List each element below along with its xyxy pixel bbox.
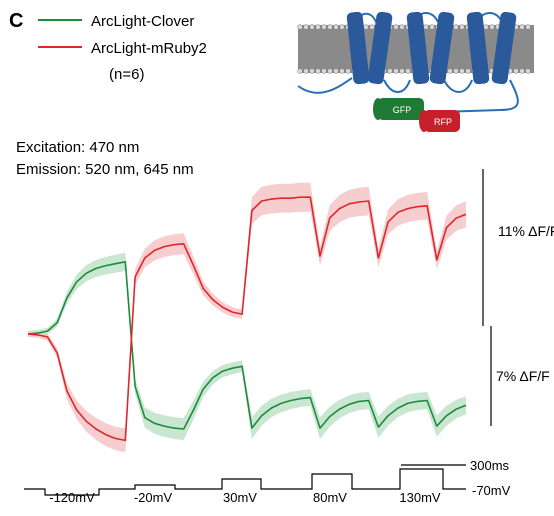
time-scale-label: 300ms <box>470 458 510 473</box>
lipid-head <box>309 68 315 74</box>
lipid-head <box>525 68 531 74</box>
transmembrane-helices <box>346 11 517 85</box>
lipid-head <box>513 68 519 74</box>
lipid-head <box>387 68 393 74</box>
step-label-4: 80mV <box>313 490 347 505</box>
lipid-head <box>321 68 327 74</box>
intracellular-loop-2 <box>443 79 473 93</box>
red-scale-label: 11% ΔF/F <box>498 223 554 239</box>
lipid-head <box>525 24 531 30</box>
gfp-cap <box>373 98 383 120</box>
scale-bars: 11% ΔF/F 7% ΔF/F 300ms <box>401 169 554 473</box>
panel-label: C <box>9 10 23 32</box>
noise-band-clover <box>28 252 466 440</box>
lipid-head <box>321 24 327 30</box>
lipid-head <box>309 24 315 30</box>
c-terminus-linker <box>439 79 519 113</box>
protocol-trace <box>24 468 466 496</box>
lipid-head <box>459 68 465 74</box>
lipid-head <box>345 68 351 74</box>
lipid-head <box>399 24 405 30</box>
lipid-head <box>483 24 489 30</box>
lipid-head <box>453 68 459 74</box>
lipid-head <box>303 68 309 74</box>
lipid-head <box>393 68 399 74</box>
emission-text: Emission: 520 nm, 645 nm <box>16 161 194 178</box>
rfp-label: RFP <box>434 117 452 127</box>
lipid-head <box>465 68 471 74</box>
lipid-head <box>297 24 303 30</box>
step-label-2: -20mV <box>134 490 173 505</box>
trace-line-clover <box>27 261 467 430</box>
helix-segment <box>406 11 430 85</box>
legend-n-note: (n=6) <box>109 66 144 83</box>
lipid-head <box>429 24 435 30</box>
lipid-head <box>447 68 453 74</box>
lipid-head <box>393 24 399 30</box>
helix-segment <box>491 11 517 85</box>
helix-segment <box>346 11 370 85</box>
lipid-head <box>423 24 429 30</box>
step-label-3: 30mV <box>223 490 257 505</box>
rfp-cap <box>419 110 429 132</box>
rfp-body <box>424 110 460 132</box>
trace-line-mruby2 <box>27 196 467 442</box>
helix-segment <box>429 11 455 85</box>
lipid-head <box>315 24 321 30</box>
lipid-head <box>489 24 495 30</box>
step-label-5: 130mV <box>399 490 441 505</box>
protein-schematic: GFP RFP <box>297 11 534 132</box>
lipid-head <box>363 24 369 30</box>
lipid-head <box>303 24 309 30</box>
lipid-head <box>453 24 459 30</box>
lipid-head <box>519 68 525 74</box>
traces <box>27 182 467 453</box>
lipid-head <box>459 24 465 30</box>
rfp-barrel: RFP <box>419 110 460 132</box>
gfp-body <box>378 98 424 120</box>
lipid-head <box>339 68 345 74</box>
lipid-head <box>333 68 339 74</box>
intracellular-loop <box>383 79 411 93</box>
lipid-head <box>315 68 321 74</box>
lipid-head <box>339 24 345 30</box>
holding-potential-label: -70mV <box>472 483 511 498</box>
gfp-label: GFP <box>393 105 412 115</box>
legend-label-clover: ArcLight-Clover <box>91 13 194 30</box>
legend-label-mruby2: ArcLight-mRuby2 <box>91 40 207 57</box>
noise-band-mruby2 <box>28 182 466 453</box>
lipid-head <box>327 68 333 74</box>
voltage-protocol: -70mV -120mV -20mV 30mV 80mV 130mV <box>24 468 511 505</box>
lipid-head <box>297 68 303 74</box>
lipid-head <box>327 24 333 30</box>
excitation-text: Excitation: 470 nm <box>16 139 139 156</box>
step-label-1: -120mV <box>49 490 95 505</box>
helix-segment <box>367 11 393 85</box>
green-scale-label: 7% ΔF/F <box>496 368 550 384</box>
lipid-head <box>405 68 411 74</box>
lipid-head <box>333 24 339 30</box>
lipid-head <box>369 24 375 30</box>
n-terminus-loop <box>297 77 353 94</box>
lipid-head <box>399 68 405 74</box>
lipid-head <box>519 24 525 30</box>
gfp-barrel: GFP <box>373 98 424 120</box>
legend: ArcLight-Clover ArcLight-mRuby2 (n=6) <box>38 13 207 83</box>
helix-segment <box>466 11 490 85</box>
